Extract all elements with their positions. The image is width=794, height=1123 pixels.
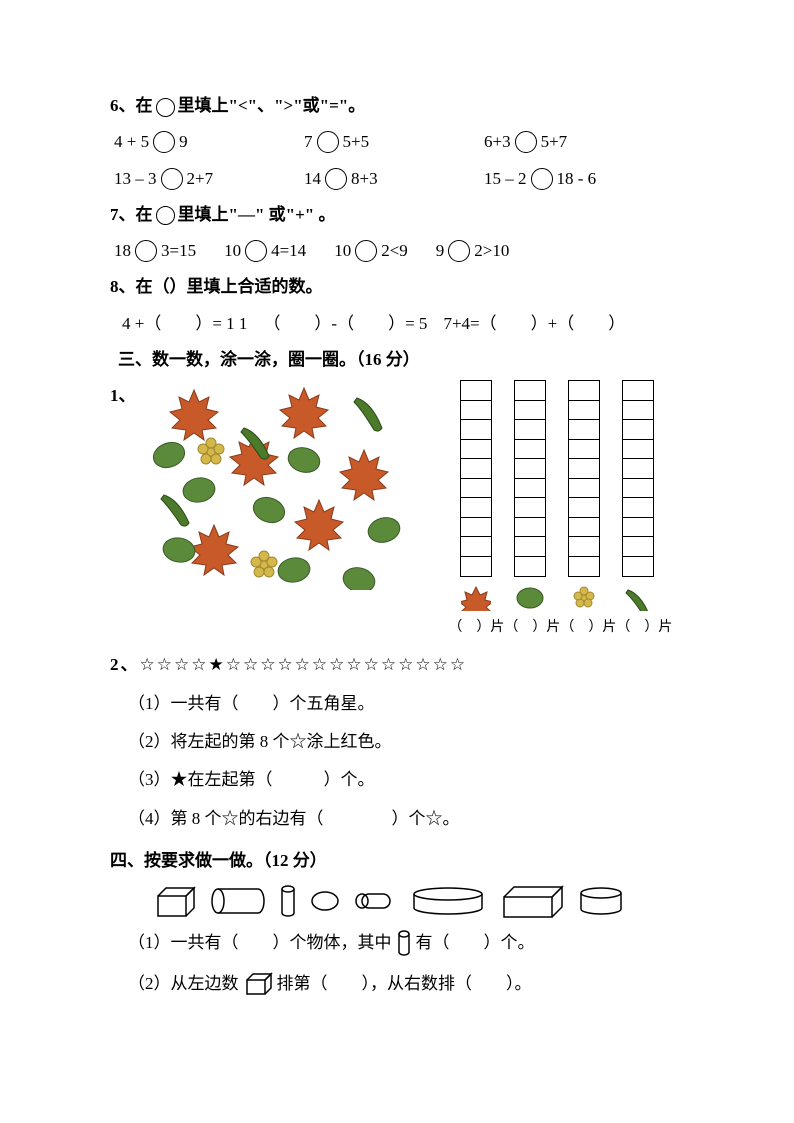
q2-stars: 2、☆☆☆☆★☆☆☆☆☆☆☆☆☆☆☆☆☆☆ — [110, 649, 684, 681]
shapes-row — [150, 883, 684, 919]
sec4-title: 四、按要求做一做。（12 分） — [110, 845, 684, 877]
cylinder-thin-icon — [280, 884, 296, 918]
cylinder-thin-icon — [396, 929, 412, 957]
cylinder-short-icon — [578, 886, 624, 916]
sec3-title: 三、数一数，涂一涂，圈一圈。（16 分） — [118, 344, 684, 376]
q6-row-1: 4 + 59 75+5 6+35+7 — [114, 126, 684, 158]
q2-sub4: （4）第 8 个☆的右边有（ ）个☆。 — [128, 803, 684, 835]
q7-title: 7、在里填上"—" 或"+" 。 — [110, 199, 684, 231]
cuboid-icon — [498, 883, 564, 919]
sec3-q1: 1、 — [110, 380, 684, 641]
q6-title: 6、在里填上"<"、">"或"="。 — [110, 90, 684, 122]
q6-row-2: 13 – 32+7 148+3 15 – 218 - 6 — [114, 163, 684, 195]
q8-title: 8、在（）里填上合适的数。 — [110, 271, 684, 303]
q8-row: 4 +（ ）= 1 1 （ ）-（ ）= 5 7+4=（ ）+（ ） — [122, 308, 684, 340]
q2-sub3: （3）★在左起第（ ）个。 — [128, 764, 684, 796]
leaves-area — [149, 380, 419, 590]
q4-sub2: （2）从左边数 排第（ ），从右数排（ ）。 — [128, 968, 684, 1000]
grid-columns: （ ）片 （ ）片 （ ）片 （ ）片 — [431, 380, 684, 641]
q4-sub1: （1）一共有（ ）个物体，其中 有（ ）个。 — [128, 927, 684, 959]
cylinder-long-icon — [210, 886, 266, 916]
q7-row: 183=15 104=14 102<9 92>10 — [114, 235, 684, 267]
capsule-icon — [354, 891, 398, 911]
q2-sub2: （2）将左起的第 8 个☆涂上红色。 — [128, 726, 684, 758]
cube-small-icon — [243, 972, 273, 996]
cube-icon — [150, 884, 196, 918]
disc-wide-icon — [412, 886, 484, 916]
q2-sub1: （1）一共有（ ）个五角星。 — [128, 688, 684, 720]
ellipse-icon — [310, 890, 340, 912]
